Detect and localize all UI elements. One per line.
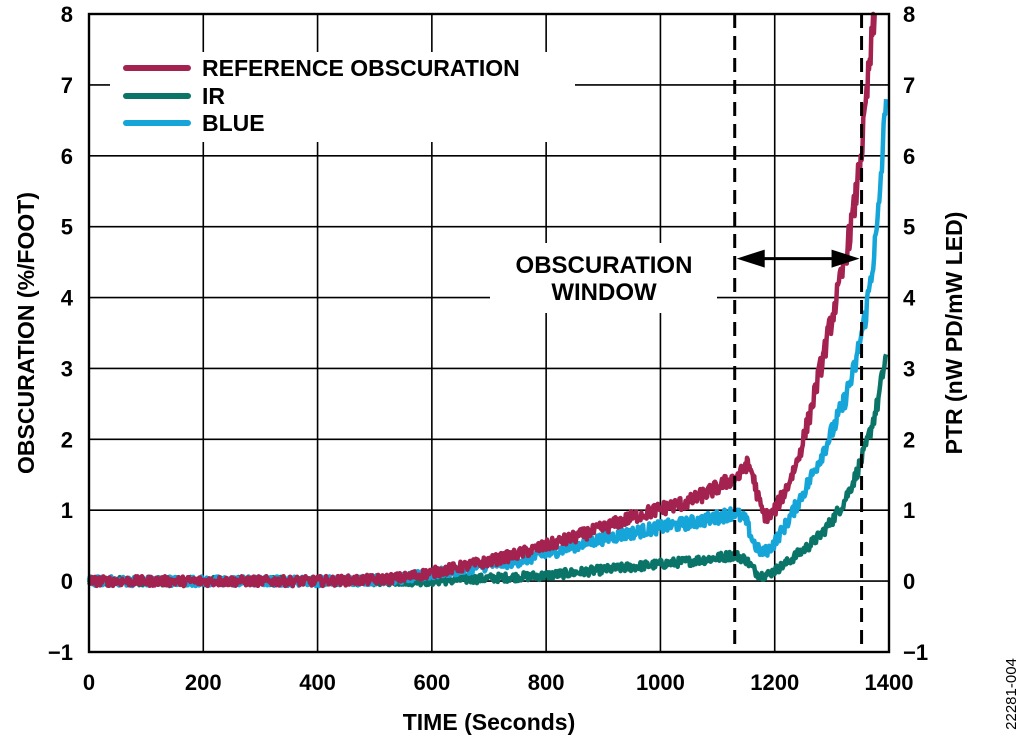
- y2-tick-label: 7: [903, 73, 915, 98]
- y2-tick-label: 1: [903, 498, 915, 523]
- legend-label-blue: BLUE: [202, 110, 265, 136]
- y-tick-label: 5: [61, 215, 73, 240]
- y-tick-label: 6: [61, 144, 73, 169]
- y2-tick-label: 8: [903, 2, 915, 27]
- window-markers: [733, 14, 864, 652]
- x-tick-label: 1400: [865, 670, 914, 695]
- plot-frame: [87, 12, 891, 654]
- y-tick-label: 7: [61, 73, 73, 98]
- legend: REFERENCE OBSCURATION IR BLUE: [110, 52, 575, 142]
- y-axis-title: OBSCURATION (%/FOOT): [13, 192, 39, 474]
- figure-id: 22281-004: [1003, 658, 1020, 730]
- x-tick-label: 600: [413, 670, 450, 695]
- y2-tick-labels: −1 0 1 2 3 4 5 6 7 8: [903, 2, 928, 665]
- y2-tick-label: −1: [903, 640, 928, 665]
- obscuration-window-annotation: OBSCURATION WINDOW: [490, 243, 860, 313]
- y2-tick-label: 3: [903, 356, 915, 381]
- series-line-reference-obscuration: [86, 11, 877, 589]
- annotation-background: [490, 243, 717, 313]
- x-tick-labels: 0 200 400 600 800 1000 1200 1400: [83, 670, 914, 695]
- y-tick-label: −1: [48, 640, 73, 665]
- y2-tick-label: 5: [903, 215, 915, 240]
- window-arrow-head-right: [831, 249, 860, 268]
- x-tick-label: 200: [185, 670, 222, 695]
- x-axis-title: TIME (Seconds): [403, 709, 576, 735]
- legend-label-ir: IR: [202, 83, 225, 109]
- x-tick-label: 400: [299, 670, 336, 695]
- y-tick-label: 1: [61, 498, 73, 523]
- plot-border: [87, 12, 891, 654]
- y2-axis-title: PTR (nW PD/mW LED): [941, 212, 967, 455]
- y-tick-label: 0: [61, 569, 73, 594]
- y-tick-label: 3: [61, 356, 73, 381]
- x-tick-label: 800: [528, 670, 565, 695]
- legend-label-reference: REFERENCE OBSCURATION: [202, 55, 520, 81]
- x-tick-label: 0: [83, 670, 95, 695]
- annotation-line-2: WINDOW: [551, 279, 657, 306]
- x-tick-label: 1000: [636, 670, 685, 695]
- y2-tick-label: 6: [903, 144, 915, 169]
- annotation-line-1: OBSCURATION: [516, 252, 693, 279]
- x-tick-label: 1200: [750, 670, 799, 695]
- y-tick-label: 8: [61, 2, 73, 27]
- y-tick-labels: −1 0 1 2 3 4 5 6 7 8: [48, 2, 74, 665]
- y2-tick-label: 4: [903, 286, 916, 311]
- y-tick-label: 4: [61, 286, 74, 311]
- y-tick-label: 2: [61, 427, 73, 452]
- series-layer: [86, 11, 889, 589]
- y2-tick-label: 0: [903, 569, 915, 594]
- y2-tick-label: 2: [903, 427, 915, 452]
- window-arrow-head-left: [736, 249, 765, 268]
